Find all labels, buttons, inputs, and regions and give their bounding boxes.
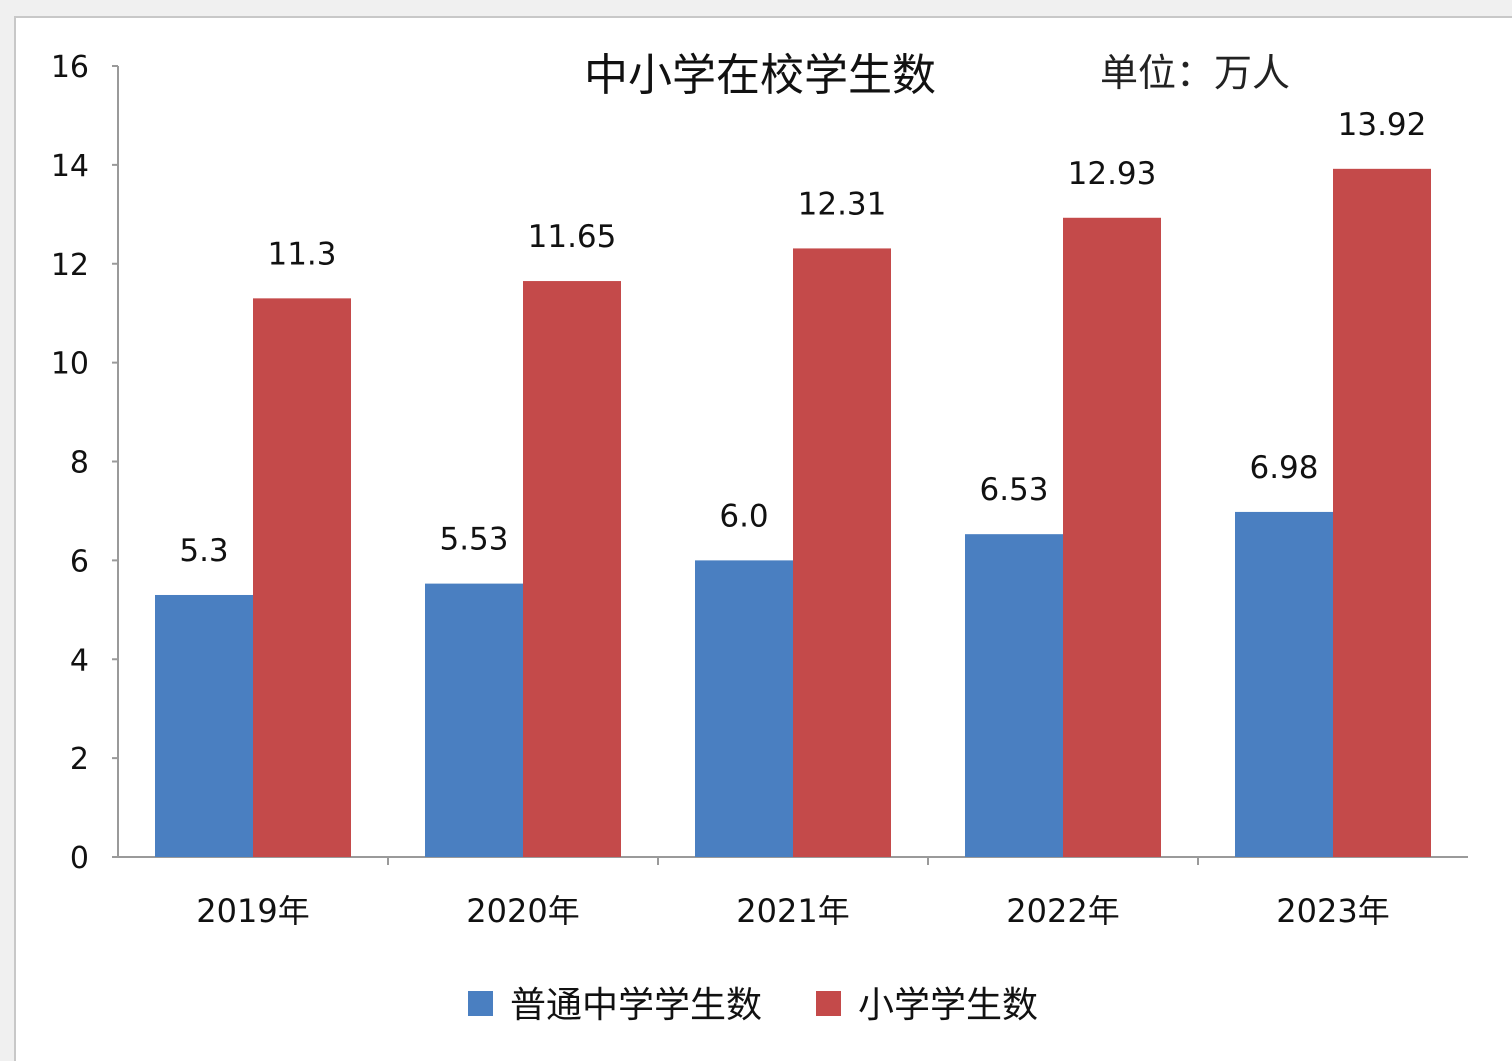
y-tick-label: 16 bbox=[51, 50, 89, 85]
unit-label: 单位：万人 bbox=[1100, 51, 1290, 95]
data-label: 5.53 bbox=[439, 522, 508, 558]
bar bbox=[1333, 168, 1431, 857]
bar bbox=[523, 281, 621, 858]
y-tick-label: 8 bbox=[70, 446, 89, 481]
x-tick-label: 2023年 bbox=[1276, 892, 1389, 930]
bar bbox=[253, 298, 351, 857]
y-tick-label: 10 bbox=[51, 347, 89, 382]
bar bbox=[965, 534, 1063, 857]
bar bbox=[793, 248, 891, 857]
x-tick-label: 2021年 bbox=[736, 892, 849, 930]
data-label: 12.93 bbox=[1068, 156, 1157, 192]
bar bbox=[425, 583, 523, 857]
bar bbox=[1235, 511, 1333, 857]
data-label: 11.65 bbox=[528, 219, 617, 255]
y-tick-label: 2 bbox=[70, 742, 89, 777]
bars bbox=[155, 168, 1431, 858]
bar bbox=[1063, 217, 1161, 857]
data-label: 5.3 bbox=[179, 533, 228, 569]
y-tick-label: 12 bbox=[51, 248, 89, 283]
data-label: 12.31 bbox=[798, 186, 887, 222]
data-label: 6.98 bbox=[1249, 450, 1318, 486]
x-axis: 2019年 2020年 2021年 2022年 2023年 bbox=[118, 856, 1468, 930]
y-tick-label: 6 bbox=[70, 544, 89, 579]
bar bbox=[695, 560, 793, 857]
legend-swatch bbox=[468, 991, 493, 1016]
y-axis: 0 2 4 6 8 10 12 14 16 bbox=[51, 50, 119, 876]
y-tick-label: 0 bbox=[70, 841, 89, 876]
bar bbox=[155, 594, 253, 857]
chart-title: 中小学在校学生数 bbox=[584, 50, 936, 101]
x-tick-label: 2019年 bbox=[196, 892, 309, 930]
data-label: 6.0 bbox=[719, 498, 768, 534]
legend-label: 普通中学学生数 bbox=[510, 985, 762, 1026]
data-labels: 5.3 11.3 5.53 11.65 6.0 12.31 6.53 12.93 6.98 13.… bbox=[179, 107, 1426, 569]
y-tick-label: 4 bbox=[70, 643, 89, 678]
data-label: 6.53 bbox=[979, 472, 1048, 508]
data-label: 11.3 bbox=[267, 236, 336, 272]
x-tick-label: 2022年 bbox=[1006, 892, 1119, 930]
x-tick-label: 2020年 bbox=[466, 892, 579, 930]
data-label: 13.92 bbox=[1338, 107, 1427, 143]
y-tick-label: 14 bbox=[51, 149, 89, 184]
legend-swatch bbox=[816, 991, 841, 1016]
legend-label: 小学学生数 bbox=[858, 985, 1038, 1026]
legend: 普通中学学生数 小学学生数 bbox=[468, 985, 1038, 1026]
